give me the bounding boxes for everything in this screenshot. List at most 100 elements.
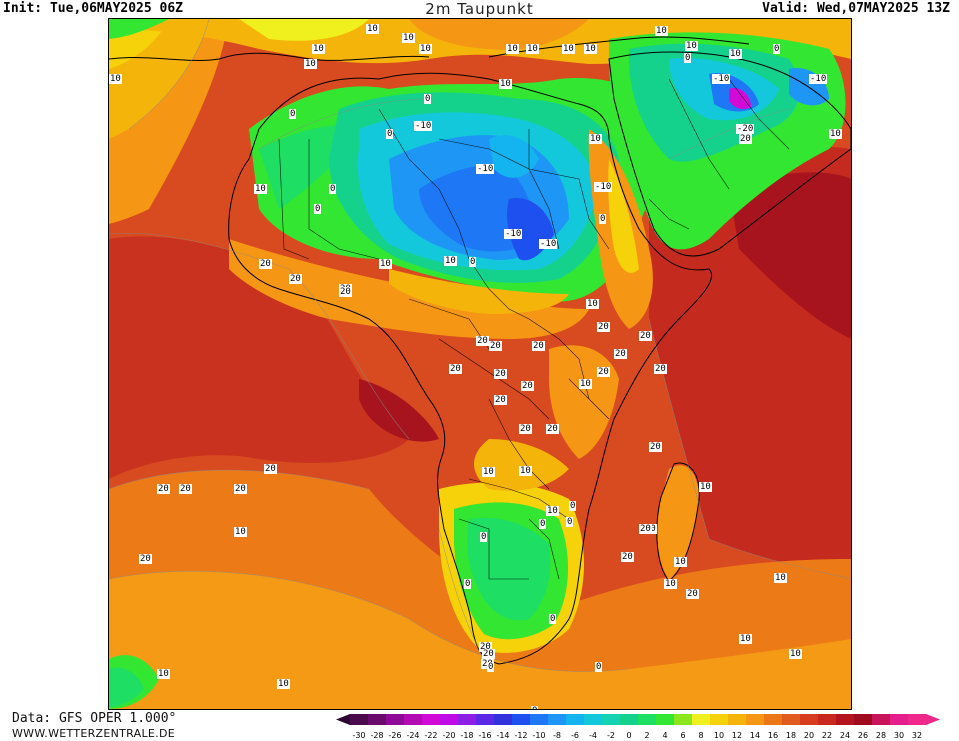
colorbar-tick-label: -12 [514,731,527,740]
colorbar-tick-label: -24 [406,731,419,740]
contour-label: 0 [480,532,488,542]
contour-label: 20 [264,464,277,474]
contour-label: 10 [519,466,532,476]
contour-label: 10 [402,33,415,43]
colorbar-tick-label: 2 [644,731,649,740]
contour-label: 10 [379,259,392,269]
colorbar-swatch [908,714,926,725]
contour-label: 10 [419,44,432,54]
colorbar-swatch [872,714,890,725]
contour-label: 20 [654,364,667,374]
colorbar-tick-label: -4 [589,731,597,740]
contour-label: 20 [614,349,627,359]
contour-label: 0 [289,109,297,119]
contour-label: 10 [482,467,495,477]
colorbar-tick-label: 16 [768,731,778,740]
colorbar-tick-label: -20 [442,731,455,740]
colorbar-tick-label: -6 [571,731,579,740]
init-time-label: Init: Tue,06MAY2025 06Z [3,1,184,16]
colorbar-tick-label: 14 [750,731,760,740]
contour-label: 10 [586,299,599,309]
contour-label: 10 [584,44,597,54]
contour-label: 10 [506,44,519,54]
colorbar-tick-label: 6 [680,731,685,740]
contour-label: 20 [139,554,152,564]
contour-label: 20 [289,274,302,284]
contour-label: 10 [499,79,512,89]
contour-label: 10 [664,579,677,589]
contour-label: 10 [562,44,575,54]
contour-label: 20 [639,524,652,534]
contour-label: 10 [526,44,539,54]
contour-label: 20 [179,484,192,494]
colorbar-swatch [710,714,728,725]
contour-label: 10 [674,557,687,567]
contour-label: 20 [621,552,634,562]
contour-label: 20 [597,367,610,377]
colorbar-tick-label: 28 [876,731,886,740]
colorbar-tick-label: 12 [732,731,742,740]
contour-label: 20 [686,589,699,599]
contour-label: 20 [521,381,534,391]
colorbar-tick-label: 18 [786,731,796,740]
colorbar-swatch [530,714,548,725]
contour-label: 10 [589,134,602,144]
contour-label: 10 [579,379,592,389]
colorbar-swatch [890,714,908,725]
map-fill-layers [109,19,851,709]
contour-label: 0 [684,53,692,63]
contour-label: 10 [254,184,267,194]
contour-label: 0 [599,214,607,224]
contour-label: 0 [566,517,574,527]
colorbar-swatch [638,714,656,725]
colorbar-swatch [818,714,836,725]
colorbar-swatch [746,714,764,725]
colorbar-swatch [584,714,602,725]
contour-label: 20 [519,424,532,434]
colorbar-tick-label: -10 [532,731,545,740]
contour-label: 10 [699,482,712,492]
contour-label: 20 [476,336,489,346]
colorbar-tick-label: 30 [894,731,904,740]
colorbar-tick-label: 24 [840,731,850,740]
contour-label: 0 [539,519,547,529]
colorbar-swatch [656,714,674,725]
contour-label: 20 [489,341,502,351]
colorbar-swatch [602,714,620,725]
colorbar-swatch [764,714,782,725]
dewpoint-colorbar: -30 -28 -26 -24 -22 -20 -18 -16 -14 -12 -10 -8 -6 -4-… [336,714,940,740]
contour-label: 20 [494,395,507,405]
contour-label: 20 [234,484,247,494]
colorbar-swatch [422,714,440,725]
colorbar-swatch [440,714,458,725]
contour-label: 10 [789,649,802,659]
colorbar-low-arrow [336,714,350,725]
colorbar-tick-label: -2 [607,731,615,740]
contour-label: 20 [546,424,559,434]
colorbar-swatch [782,714,800,725]
colorbar-tick-label: 10 [714,731,724,740]
contour-label: -10 [809,74,828,84]
colorbar-tick-label: 0 [626,731,631,740]
colorbar-swatch [800,714,818,725]
contour-label: 20 [532,341,545,351]
contour-label: 10 [444,256,457,266]
contour-label: 0 [469,257,477,267]
contour-label: 10 [774,573,787,583]
colorbar-swatch [548,714,566,725]
colorbar-tick-label: 8 [698,731,703,740]
contour-label: 0 [464,579,472,589]
contour-label: 0 [329,184,337,194]
contour-label: 20 [597,322,610,332]
colorbar-tick-label: -14 [496,731,509,740]
contour-label: 10 [366,24,379,34]
contour-label: -10 [504,229,523,239]
contour-label: 20 [449,364,462,374]
contour-label: 10 [829,129,842,139]
colorbar-tick-label: 22 [822,731,832,740]
contour-label: 20 [479,642,492,652]
contour-label: 0 [549,614,557,624]
contour-label: 10 [312,44,325,54]
colorbar-tick-label: 26 [858,731,868,740]
colorbar-swatch [368,714,386,725]
